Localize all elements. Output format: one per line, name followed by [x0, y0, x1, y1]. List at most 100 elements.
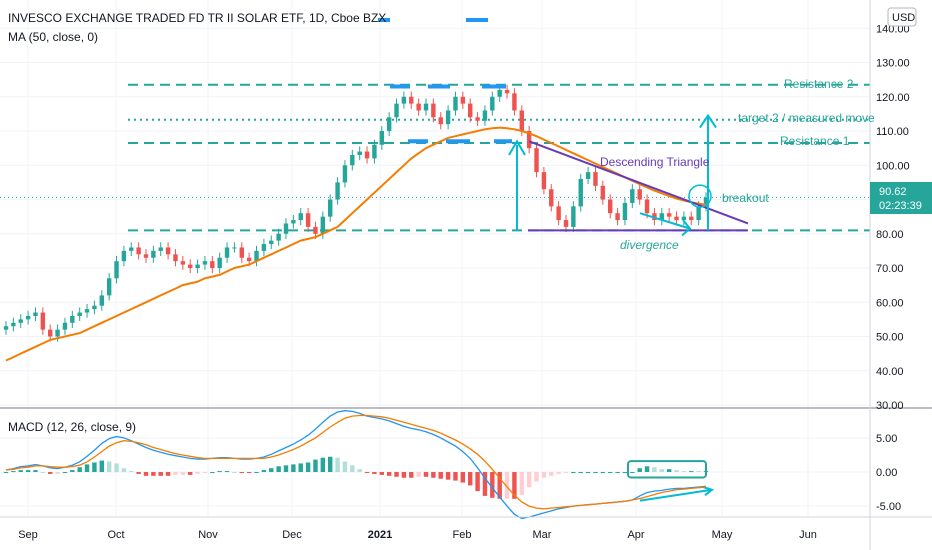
breakout-circle[interactable]	[688, 184, 712, 208]
macd-bar	[364, 472, 370, 474]
macd-bar	[129, 471, 134, 473]
macd-bar	[202, 472, 208, 474]
divergence-label: divergence	[620, 238, 679, 252]
macd-axis[interactable]: 5.00 0.00 -5.00	[876, 433, 901, 513]
macd-bar	[674, 470, 679, 473]
candle	[364, 146, 370, 164]
candle	[158, 242, 163, 257]
macd-bar	[269, 468, 274, 473]
candle	[165, 242, 171, 260]
macd-bar	[519, 472, 524, 495]
macd-divergence-arrow[interactable]	[639, 486, 715, 502]
candle	[541, 166, 547, 195]
time-tick-label: Feb	[453, 529, 472, 541]
arrow-head	[699, 113, 717, 129]
candle	[563, 214, 569, 233]
candle	[379, 125, 384, 150]
divergence-arrow[interactable]	[639, 212, 692, 237]
candle	[475, 112, 480, 126]
candle	[571, 201, 576, 233]
macd-bar	[121, 468, 127, 473]
macd-bar	[681, 471, 687, 473]
candle	[92, 300, 97, 315]
macd-bar	[254, 472, 259, 474]
time-tick-label: Apr	[627, 529, 644, 541]
candle	[608, 194, 613, 219]
time-tick-label: Dec	[282, 529, 302, 541]
macd-highlight-box[interactable]	[627, 460, 707, 479]
macd-bar	[40, 472, 46, 474]
macd-bar	[173, 472, 178, 475]
price-tick-label: 130.00	[876, 58, 910, 70]
candle	[335, 177, 340, 205]
macd-bar	[438, 472, 443, 479]
grid-lines	[0, 0, 870, 517]
candle	[195, 259, 200, 274]
macd-bar	[283, 465, 289, 473]
macd-bar	[482, 472, 488, 496]
price-tick-label: 70.00	[876, 263, 904, 275]
macd-bar	[25, 470, 31, 473]
candle	[431, 98, 436, 123]
candle	[512, 88, 517, 116]
price-tick-label: 60.00	[876, 297, 904, 309]
macd-bar	[423, 472, 429, 477]
macd-bar	[475, 472, 480, 492]
candle	[313, 221, 318, 239]
macd-tick-label: 0.00	[876, 467, 897, 479]
macd-bar	[320, 457, 326, 473]
macd-bar	[630, 472, 635, 474]
price-axis[interactable]: 30.0040.0050.0060.0070.0080.0090.00100.0…	[876, 23, 910, 412]
macd-bar	[379, 472, 384, 475]
candle	[630, 184, 635, 209]
macd-bar	[143, 472, 149, 476]
macd-bar	[84, 464, 90, 473]
macd-bar	[239, 472, 244, 474]
macd-bar	[563, 472, 569, 474]
candle	[689, 211, 694, 226]
arrow-head	[508, 139, 526, 156]
macd-bar	[232, 472, 237, 474]
macd-bar	[335, 457, 340, 473]
candle	[18, 314, 23, 328]
time-axis[interactable]: Sep Oct Nov Dec 2021 Feb Mar Apr May Jun	[18, 529, 817, 541]
currency-badge[interactable]	[887, 7, 917, 27]
candles	[3, 84, 709, 342]
ma-legend[interactable]: MA (50, close, 0)	[8, 30, 98, 44]
breakout-label: breakout	[722, 191, 769, 205]
macd-bar	[158, 472, 163, 476]
candle	[453, 91, 458, 116]
macd-bar	[615, 472, 620, 474]
macd-bar	[652, 467, 657, 473]
price-tick-label: 120.00	[876, 92, 910, 104]
macd-bar	[106, 461, 112, 473]
macd-bar	[386, 472, 392, 476]
macd-bar	[328, 456, 333, 473]
candle	[210, 256, 215, 274]
macd-bar	[48, 472, 53, 474]
macd-bar	[659, 469, 664, 473]
price-tick-label: 50.00	[876, 332, 904, 344]
macd-bar	[77, 467, 82, 473]
candle	[180, 256, 186, 270]
candle	[423, 98, 429, 116]
macd-bar	[224, 471, 230, 473]
candle	[401, 91, 407, 109]
price-tag-countdown: 02:23:39	[879, 200, 922, 212]
candle	[33, 307, 38, 322]
macd-bar	[99, 460, 104, 473]
ma-line	[5, 126, 707, 362]
candle	[526, 125, 532, 154]
candle	[578, 173, 583, 212]
time-tick-label: 2021	[368, 529, 392, 541]
triangle-upper-line[interactable]	[528, 140, 749, 225]
macd-legend[interactable]: MACD (12, 26, close, 9)	[8, 420, 136, 434]
macd-bar	[549, 472, 554, 476]
macd-bar	[136, 472, 141, 474]
candle	[394, 98, 399, 123]
candle	[283, 218, 289, 239]
time-tick-label: Sep	[18, 529, 38, 541]
macd-bar	[703, 471, 709, 473]
candle	[99, 290, 104, 311]
